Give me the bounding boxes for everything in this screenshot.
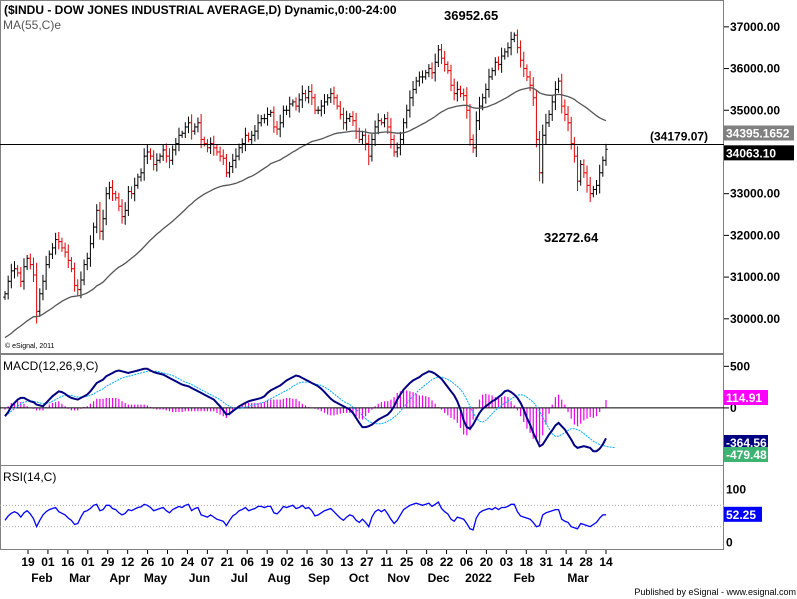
rsi-tag-box (724, 506, 762, 522)
rsi-title: RSI(14,C) (3, 470, 56, 484)
price-tags: 34395.1652 34063.10 (724, 125, 794, 161)
macd-tag-label: -479.48 (726, 448, 767, 462)
macd-line (4, 367, 607, 453)
macd-lines (4, 367, 616, 453)
x-day-label: 16 (61, 555, 75, 569)
x-month-label: Feb (31, 571, 52, 585)
price-bars (3, 29, 608, 324)
x-day-label: 16 (300, 555, 314, 569)
price-tag-box (724, 125, 794, 141)
x-day-label: 14 (599, 555, 613, 569)
x-day-label: 28 (579, 555, 593, 569)
x-month-label: May (144, 571, 168, 585)
x-day-label: 08 (420, 555, 434, 569)
x-day-label: 01 (81, 555, 95, 569)
x-day-label: 02 (280, 555, 294, 569)
x-day-label: 14 (559, 555, 573, 569)
macd-axis: 500 0 (724, 359, 750, 415)
macd-tag-box (724, 390, 768, 405)
price-tick-label: 30000.00 (730, 312, 780, 326)
price-axis: 30000.0031000.0032000.0033000.0034000.00… (724, 20, 780, 326)
x-axis-months: Feb Mar Apr May Jun Jul Aug Sep Oct Nov Dec 2022 Feb… (31, 571, 589, 585)
rsi-tags: 52.25 (724, 506, 762, 522)
x-month-label: Jul (231, 571, 248, 585)
x-month-label: Sep (308, 571, 330, 585)
rsi-panel (0, 465, 724, 550)
x-day-label: 22 (440, 555, 454, 569)
x-month-label: Apr (109, 571, 130, 585)
x-day-label: 12 (121, 555, 135, 569)
price-tick-label: 31000.00 (730, 270, 780, 284)
x-day-label: 20 (480, 555, 494, 569)
x-month-label: Mar (567, 571, 589, 585)
macd-tag-box (724, 435, 768, 450)
x-day-label: 27 (360, 555, 374, 569)
x-day-label: 11 (380, 555, 393, 569)
macd-tag-label: 114.91 (726, 391, 762, 405)
price-tick-label: 33000.00 (730, 187, 780, 201)
low-label: 32272.64 (544, 230, 599, 245)
x-day-label: 03 (500, 555, 514, 569)
x-month-label: Nov (387, 571, 410, 585)
high-label: 36952.65 (444, 8, 498, 23)
price-panel (0, 0, 724, 354)
macd-tag-label: -364.56 (726, 436, 767, 450)
x-month-label: Aug (267, 571, 290, 585)
x-day-label: 25 (400, 555, 414, 569)
x-day-label: 19 (21, 555, 35, 569)
price-tag-box (724, 145, 794, 161)
macd-tick-label: 500 (730, 359, 750, 373)
x-month-label: 2022 (465, 571, 492, 585)
x-day-label: 29 (101, 555, 115, 569)
copyright-label: © eSignal, 2011 (5, 342, 55, 350)
rsi-tick-label: 0 (726, 536, 733, 550)
x-day-label: 30 (320, 555, 334, 569)
price-tick-label: 37000.00 (730, 20, 780, 34)
x-day-label: 10 (161, 555, 175, 569)
macd-tick-label: 0 (730, 401, 737, 415)
price-tick-label: 35000.00 (730, 103, 780, 117)
x-day-label: 01 (41, 555, 55, 569)
x-month-label: Jun (189, 571, 210, 585)
x-month-label: Mar (69, 571, 91, 585)
rsi-tag-label: 52.25 (726, 508, 756, 522)
price-tick-label: 32000.00 (730, 228, 780, 242)
rsi-guides (0, 504, 724, 528)
x-day-label: 31 (540, 555, 554, 569)
macd-title: MACD(12,26,9,C) (3, 359, 98, 373)
price-tag-label: 34395.1652 (726, 126, 790, 140)
macd-signal-line (4, 370, 616, 449)
x-day-label: 18 (520, 555, 534, 569)
x-day-label: 26 (141, 555, 155, 569)
macd-tag-box (724, 447, 768, 462)
x-month-label: Dec (428, 571, 450, 585)
x-day-label: 06 (241, 555, 255, 569)
x-day-label: 19 (260, 555, 274, 569)
horizontal-line-label: (34179.07) (650, 130, 708, 144)
rsi-lines (4, 501, 607, 531)
x-month-label: Oct (349, 571, 369, 585)
macd-tags: 114.91 -364.56-479.48 (724, 390, 768, 462)
x-axis-days: 19 01 16 01 29 12 26 10 24 07 21 06 19 02 16 30 13 27 11 25… (21, 550, 613, 569)
price-tag-label: 34063.10 (726, 146, 776, 160)
ma-label: MA(55,C)e (3, 18, 61, 32)
x-day-label: 21 (221, 555, 235, 569)
rsi-line (4, 501, 607, 531)
footer-text: Published by eSignal - www.esignal.com (634, 587, 796, 597)
chart-title: ($INDU - DOW JONES INDUSTRIAL AVERAGE,D)… (4, 3, 397, 17)
rsi-axis: 100 0 (726, 482, 746, 549)
price-tick-label: 36000.00 (730, 62, 780, 76)
rsi-tick-label: 100 (726, 482, 746, 496)
x-day-label: 13 (340, 555, 354, 569)
x-day-label: 24 (181, 555, 195, 569)
x-month-label: Feb (514, 571, 535, 585)
x-day-label: 07 (201, 555, 215, 569)
x-day-label: 06 (460, 555, 474, 569)
